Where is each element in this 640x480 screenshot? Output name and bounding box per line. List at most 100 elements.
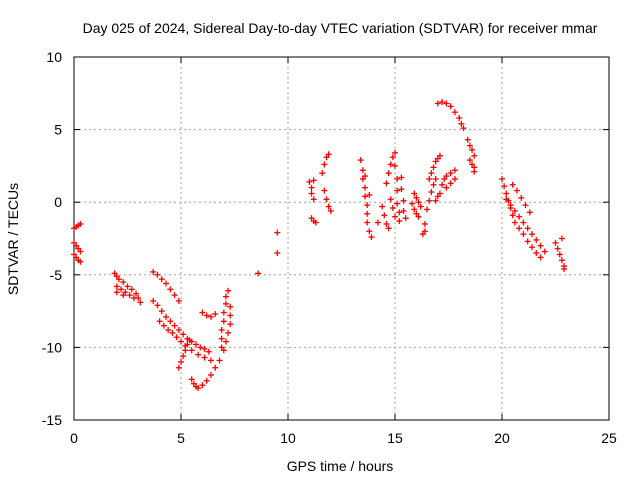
data-point — [499, 175, 505, 182]
data-point — [192, 341, 199, 348]
data-point — [394, 175, 401, 182]
data-point — [451, 109, 458, 116]
data-point — [319, 170, 326, 177]
y-tick-label: -15 — [42, 412, 62, 428]
data-point — [383, 220, 390, 227]
data-point — [556, 251, 563, 258]
data-point — [424, 206, 431, 213]
data-point — [171, 292, 178, 299]
data-point — [518, 194, 525, 201]
data-point — [558, 257, 565, 264]
data-point — [451, 175, 458, 182]
data-point — [201, 354, 208, 361]
data-point — [113, 289, 120, 296]
data-point — [537, 242, 544, 249]
data-point — [222, 338, 229, 345]
data-point — [421, 228, 428, 235]
data-point — [227, 321, 234, 328]
data-point — [357, 157, 364, 164]
data-point — [212, 364, 219, 371]
data-point — [158, 276, 165, 283]
data-point — [364, 202, 371, 209]
data-point — [113, 283, 120, 290]
data-point — [180, 353, 187, 360]
data-point — [466, 157, 473, 164]
data-point — [227, 303, 234, 310]
data-point — [364, 210, 371, 217]
data-point — [167, 286, 174, 293]
data-point — [387, 161, 394, 168]
data-point — [158, 308, 165, 315]
data-point — [464, 136, 471, 143]
data-point — [321, 187, 328, 194]
data-point — [366, 191, 373, 198]
data-point — [312, 219, 319, 226]
data-point — [524, 238, 531, 245]
data-point — [199, 309, 206, 316]
data-point — [381, 212, 388, 219]
data-point — [398, 186, 405, 193]
data-point — [212, 311, 219, 318]
data-point — [509, 181, 516, 188]
data-point — [203, 312, 210, 319]
data-point — [150, 297, 157, 304]
data-point — [188, 347, 195, 354]
data-point — [398, 174, 405, 181]
data-point — [218, 326, 225, 333]
data-point — [173, 334, 180, 341]
data-point — [366, 228, 373, 235]
data-point — [402, 215, 409, 222]
plot-frame — [73, 56, 610, 421]
data-point — [443, 100, 450, 107]
data-point — [306, 178, 313, 185]
data-point — [443, 173, 450, 180]
data-point — [220, 309, 227, 316]
data-point — [165, 326, 172, 333]
data-point — [362, 184, 369, 191]
data-point — [415, 199, 422, 206]
data-point — [471, 152, 478, 159]
x-tick-label: 10 — [280, 430, 296, 446]
data-point — [511, 207, 518, 214]
data-point — [513, 187, 520, 194]
data-point — [456, 114, 463, 121]
data-point — [374, 219, 381, 226]
data-point — [77, 258, 84, 265]
data-point — [175, 326, 182, 333]
x-tick-label: 15 — [387, 430, 403, 446]
data-point — [469, 146, 476, 153]
data-point — [409, 200, 416, 207]
data-point — [118, 286, 125, 293]
data-point — [163, 280, 170, 287]
data-point — [115, 276, 122, 283]
data-point — [362, 173, 369, 180]
data-point — [396, 209, 403, 216]
data-point — [227, 312, 234, 319]
data-point — [447, 180, 454, 187]
data-point — [197, 344, 204, 351]
data-point — [124, 283, 131, 290]
data-point — [323, 196, 330, 203]
data-point — [207, 357, 214, 364]
data-point — [180, 331, 187, 338]
data-point — [195, 385, 202, 392]
data-point — [225, 329, 232, 336]
data-point — [439, 181, 446, 188]
data-point — [428, 170, 435, 177]
data-point — [451, 167, 458, 174]
data-point — [392, 149, 398, 156]
y-tick-label: 0 — [54, 194, 62, 210]
data-point — [430, 164, 437, 171]
y-tick-label: 10 — [46, 49, 62, 65]
data-point — [120, 292, 127, 299]
data-point — [220, 318, 227, 325]
x-tick-label: 20 — [494, 430, 510, 446]
data-point — [466, 142, 473, 149]
data-point — [389, 154, 396, 161]
data-point — [421, 220, 428, 227]
data-point — [432, 175, 439, 182]
grid-lines — [74, 57, 609, 420]
y-tick-label: -10 — [42, 339, 62, 355]
data-point — [432, 197, 439, 204]
